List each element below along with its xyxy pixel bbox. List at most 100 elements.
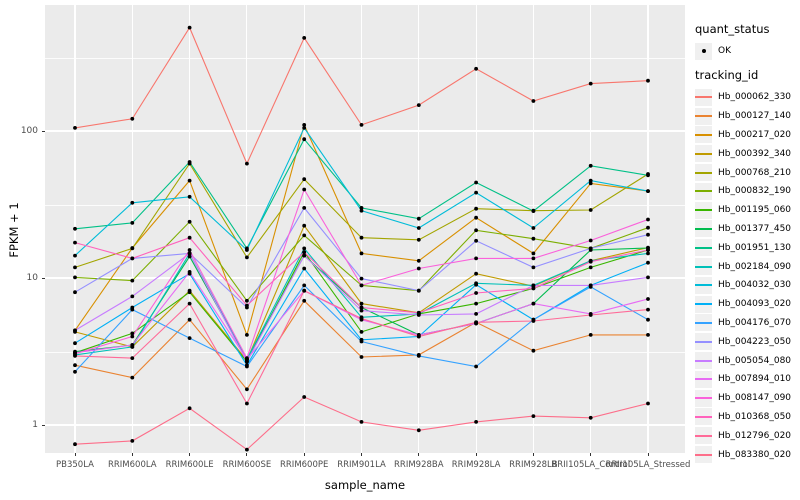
legend-line-swatch <box>695 190 712 193</box>
legend-title-quant-status: quant_status <box>695 22 770 36</box>
data-point <box>130 221 135 225</box>
data-point <box>73 341 77 346</box>
legend-item-label: OK <box>718 46 731 56</box>
legend-key-box <box>695 239 712 257</box>
data-point <box>416 334 421 339</box>
legend-items: Hb_000062_330 Hb_000127_140 Hb_000217_020 H… <box>695 88 791 464</box>
legend-item-label: Hb_001377_450 <box>718 223 792 234</box>
data-point <box>130 375 135 380</box>
data-point <box>474 190 478 195</box>
x-tick-label: RRIM600SE <box>222 460 272 470</box>
data-point <box>588 178 593 183</box>
legend-line-swatch <box>695 133 712 136</box>
data-point <box>531 209 536 214</box>
data-point <box>474 271 478 276</box>
data-point <box>416 258 421 263</box>
legend-line-swatch <box>695 321 712 324</box>
data-point <box>359 316 364 321</box>
data-point <box>245 364 249 369</box>
legend-item: Hb_007894_010 <box>695 370 791 389</box>
data-point <box>646 225 650 230</box>
data-point <box>73 354 77 358</box>
vertical-gridline <box>246 5 248 453</box>
data-point <box>588 313 593 317</box>
data-point <box>187 406 192 411</box>
legend-item: Hb_083380_020 <box>695 445 791 464</box>
data-point <box>359 235 364 240</box>
legend-key-box <box>695 389 712 407</box>
minor-gridline <box>45 351 685 353</box>
data-point <box>187 178 192 183</box>
data-point <box>416 266 421 271</box>
legend-line-swatch <box>695 227 712 230</box>
legend-key-box <box>695 258 712 276</box>
series-line-Hb_000127_140 <box>74 299 648 391</box>
legend-line-swatch <box>695 434 712 437</box>
legend-line-swatch <box>695 284 712 287</box>
data-point <box>359 301 364 306</box>
legend-item-label: Hb_004223_050 <box>718 336 792 347</box>
legend-key-box <box>695 126 712 144</box>
legend-item-label: Hb_007894_010 <box>718 374 792 385</box>
legend: quant_status OK tracking_id Hb_000062_33… <box>693 0 799 500</box>
data-point <box>531 236 536 241</box>
data-point <box>130 307 135 312</box>
data-point <box>73 275 77 280</box>
legend-line-swatch <box>695 152 712 155</box>
legend-item-label: Hb_001195_060 <box>718 205 792 216</box>
legend-item: Hb_004223_050 <box>695 332 791 351</box>
y-tick-label: 1 <box>32 420 38 430</box>
data-point <box>359 206 364 210</box>
minor-gridline <box>45 57 685 59</box>
legend-key-box <box>695 201 712 219</box>
series-line-Hb_000832_190 <box>74 220 649 302</box>
data-point <box>646 260 650 265</box>
legend-line-swatch <box>695 397 712 400</box>
data-point <box>416 103 421 107</box>
data-point <box>474 215 478 220</box>
data-point <box>531 265 536 270</box>
data-point <box>130 331 135 336</box>
data-point <box>187 160 192 164</box>
legend-line-swatch <box>695 453 712 456</box>
data-point <box>531 99 536 103</box>
data-point <box>646 317 650 322</box>
data-point <box>245 387 249 392</box>
legend-item-label: Hb_000127_140 <box>718 111 792 122</box>
x-tick-mark <box>361 453 362 456</box>
data-point <box>646 307 650 312</box>
data-point <box>130 439 135 443</box>
data-point <box>474 320 478 325</box>
legend-item: Hb_004093_020 <box>695 295 791 314</box>
x-tick-label: RRIM600LA <box>107 460 157 470</box>
data-point <box>531 286 536 291</box>
data-point <box>646 78 650 83</box>
data-point <box>474 206 478 211</box>
data-point <box>416 310 421 315</box>
data-point <box>588 163 593 168</box>
legend-key-box <box>695 107 712 125</box>
vertical-gridline <box>189 5 191 453</box>
data-point <box>73 253 77 258</box>
data-point <box>531 251 536 256</box>
data-point <box>588 81 593 86</box>
data-point <box>130 256 135 261</box>
data-point <box>474 228 478 233</box>
data-point <box>302 187 307 192</box>
x-tick-label: RRIM928LB <box>509 460 558 470</box>
data-point <box>474 312 478 316</box>
legend-line-swatch <box>695 359 712 362</box>
data-point <box>302 283 307 288</box>
data-point <box>359 339 364 344</box>
x-tick-mark <box>246 453 248 456</box>
data-point <box>245 356 249 360</box>
x-tick-label: RRIM600LE <box>165 460 214 470</box>
data-point <box>646 173 650 178</box>
data-point <box>588 333 593 337</box>
data-point <box>531 348 536 353</box>
legend-item: Hb_000127_140 <box>695 107 791 126</box>
data-point <box>302 288 307 293</box>
data-point <box>474 420 478 424</box>
legend-item-ok: OK <box>695 42 731 60</box>
data-point <box>359 283 364 288</box>
